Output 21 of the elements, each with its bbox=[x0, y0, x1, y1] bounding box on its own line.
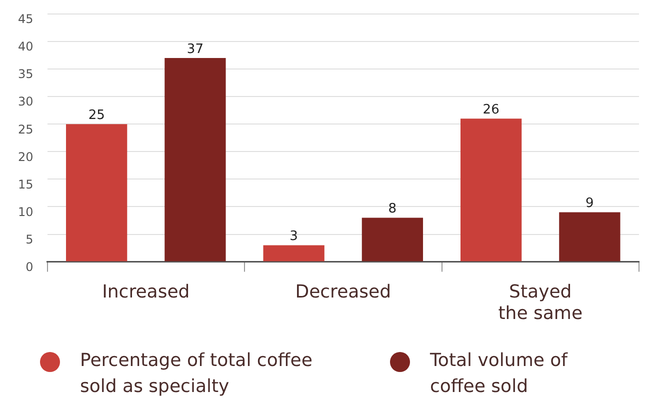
legend-label: Total volume of coffee sold bbox=[430, 349, 569, 399]
data-label: 25 bbox=[88, 108, 105, 124]
y-tick-label: 20 bbox=[18, 150, 34, 164]
x-tick-label: Stayed the same bbox=[498, 281, 583, 324]
y-tick-label: 25 bbox=[18, 122, 34, 136]
y-tick-label: 40 bbox=[18, 40, 34, 54]
legend-label: Percentage of total coffee sold as specialty bbox=[80, 349, 314, 399]
data-label: 3 bbox=[290, 229, 298, 244]
y-tick-label: 45 bbox=[18, 12, 34, 26]
y-tick-label: 15 bbox=[18, 177, 34, 192]
y-tick-label: 35 bbox=[18, 67, 34, 82]
x-tick-label: Increased bbox=[102, 281, 190, 302]
y-tick-label: 30 bbox=[18, 94, 34, 109]
y-tick-label: 10 bbox=[18, 204, 34, 219]
data-label: 9 bbox=[586, 196, 594, 212]
y-tick-label: 5 bbox=[26, 232, 34, 246]
data-label: 26 bbox=[482, 102, 500, 118]
data-label: 37 bbox=[186, 42, 204, 57]
x-tick-label: Decreased bbox=[295, 281, 392, 302]
data-label: 8 bbox=[388, 202, 397, 217]
y-tick-label: 0 bbox=[26, 260, 34, 274]
